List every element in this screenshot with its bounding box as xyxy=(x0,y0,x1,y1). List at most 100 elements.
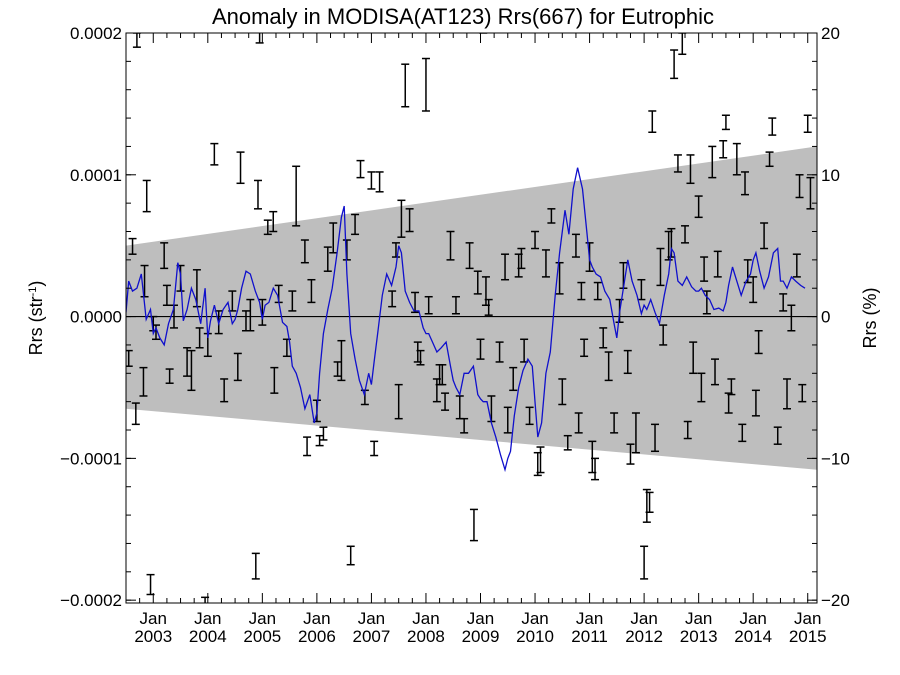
error-bar xyxy=(421,57,430,112)
x-tick-year-label: 2006 xyxy=(298,627,336,646)
error-bar xyxy=(495,341,504,363)
x-tick-month-label: Jan xyxy=(576,609,603,628)
x-tick-month-label: Jan xyxy=(521,609,548,628)
error-bar xyxy=(300,239,309,264)
x-tick-year-label: 2004 xyxy=(189,627,227,646)
error-bar xyxy=(673,154,682,173)
error-bar xyxy=(683,420,692,440)
error-bar xyxy=(424,295,433,315)
y-axis-label-superscript: -1 xyxy=(27,287,39,297)
error-bar xyxy=(623,349,632,375)
error-bar xyxy=(637,278,646,301)
error-bar xyxy=(525,406,534,426)
y2-tick-label: −20 xyxy=(821,591,850,610)
error-bar xyxy=(140,264,149,298)
x-tick-year-label: 2007 xyxy=(353,627,391,646)
y-tick-label: 0.0002 xyxy=(70,24,122,43)
error-bar xyxy=(749,276,758,304)
x-tick-year-label: 2008 xyxy=(407,627,445,646)
y2-tick-label: 0 xyxy=(821,308,830,327)
error-bar xyxy=(768,117,777,136)
error-bar xyxy=(640,545,649,580)
error-bar xyxy=(307,278,316,304)
error-bar xyxy=(142,179,151,213)
error-bar xyxy=(416,349,425,366)
error-bar xyxy=(760,222,769,250)
error-bar xyxy=(337,339,346,382)
error-bar xyxy=(258,298,267,326)
error-bar xyxy=(469,508,478,542)
y2-tick-label: −10 xyxy=(821,449,850,468)
error-bar xyxy=(648,110,657,134)
y-axis-label: Rrs (str-1) xyxy=(26,281,46,356)
error-bar xyxy=(473,270,482,295)
error-bar xyxy=(441,392,450,411)
error-bar xyxy=(577,281,586,301)
error-bar xyxy=(686,154,695,185)
error-bar xyxy=(642,488,651,523)
error-bar xyxy=(700,256,709,282)
error-bar xyxy=(411,291,420,314)
x-tick-month-label: Jan xyxy=(685,609,712,628)
x-tick-year-label: 2013 xyxy=(680,627,718,646)
y2-tick-label: 10 xyxy=(821,166,840,185)
error-bar xyxy=(721,114,730,131)
plot-frame xyxy=(125,32,818,604)
error-bar xyxy=(270,366,279,394)
error-bar xyxy=(651,423,660,453)
error-bar xyxy=(509,366,518,392)
error-bar xyxy=(547,208,556,224)
error-bar xyxy=(719,140,728,159)
error-bar xyxy=(263,219,272,236)
y-axis-label-close: ) xyxy=(26,281,46,287)
error-bar xyxy=(405,208,414,233)
error-bar xyxy=(501,253,510,281)
error-bar xyxy=(580,338,589,358)
error-bar xyxy=(536,446,545,474)
error-bar xyxy=(702,290,711,315)
error-bar xyxy=(727,378,736,396)
y-axis-label-main: Rrs (str xyxy=(26,296,46,355)
x-tick-month-label: Jan xyxy=(358,609,385,628)
error-bar xyxy=(446,230,455,261)
error-bar xyxy=(195,327,204,349)
error-bar xyxy=(659,324,668,346)
error-bar xyxy=(476,338,485,360)
error-bar xyxy=(160,242,169,270)
error-bar xyxy=(599,327,608,349)
x-tick-year-label: 2015 xyxy=(789,627,827,646)
error-bar xyxy=(253,179,262,210)
x-tick-year-label: 2003 xyxy=(134,627,172,646)
error-bar xyxy=(626,443,635,465)
error-bar xyxy=(541,249,550,278)
error-bar xyxy=(571,233,580,258)
error-bar xyxy=(670,49,679,80)
x-tick-month-label: Jan xyxy=(303,609,330,628)
error-bar xyxy=(694,195,703,219)
error-bar xyxy=(187,349,196,392)
x-tick-month-label: Jan xyxy=(794,609,821,628)
error-bar xyxy=(367,171,376,190)
x-tick-year-label: 2012 xyxy=(625,627,663,646)
error-bar xyxy=(210,142,219,166)
error-bar xyxy=(713,250,722,278)
chart-title: Anomaly in MODISA(AT123) Rrs(667) for Eu… xyxy=(212,4,714,29)
error-bar xyxy=(779,293,788,312)
error-bar xyxy=(558,378,567,406)
error-bar xyxy=(517,247,526,270)
error-bar xyxy=(329,222,338,254)
error-bar xyxy=(269,210,278,233)
error-bar xyxy=(351,213,360,236)
error-bar xyxy=(438,364,447,386)
error-bar xyxy=(165,368,174,384)
error-bar xyxy=(574,412,583,434)
error-bar xyxy=(610,412,619,434)
y-tick-label: 0.0001 xyxy=(70,166,122,185)
x-tick-month-label: Jan xyxy=(140,609,167,628)
error-bar xyxy=(531,230,540,250)
y2-tick-label: 20 xyxy=(821,24,840,43)
error-bar xyxy=(375,171,384,193)
error-bar xyxy=(563,434,572,451)
error-bar xyxy=(484,298,493,316)
